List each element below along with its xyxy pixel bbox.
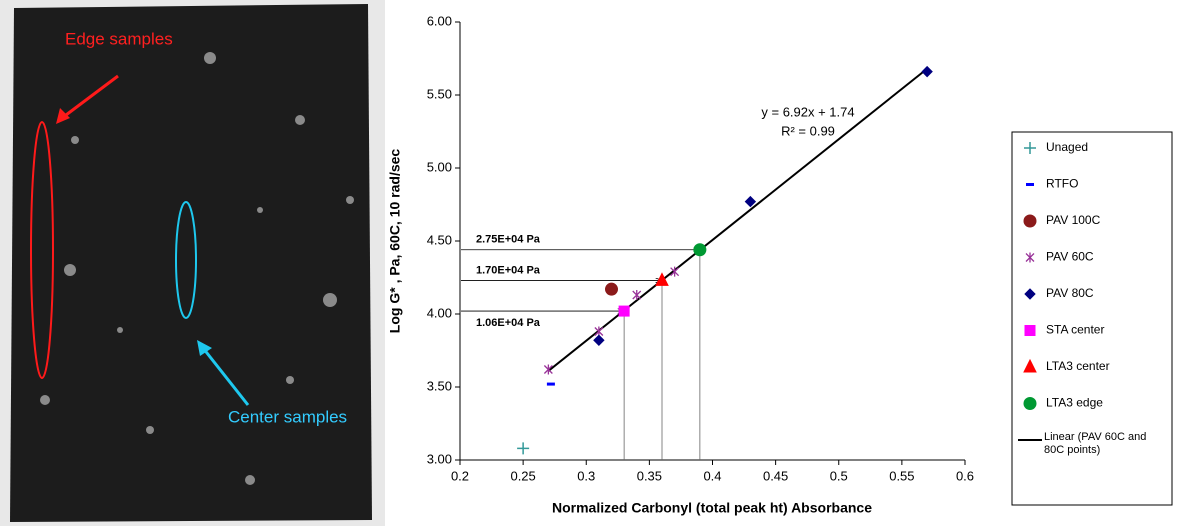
star xyxy=(670,266,680,277)
point xyxy=(543,364,553,375)
asphalt-block xyxy=(10,4,372,522)
star xyxy=(543,364,553,375)
legend-label: Unaged xyxy=(1046,140,1088,154)
y-tick-label: 3.50 xyxy=(427,378,452,393)
legend-box xyxy=(1011,131,1173,506)
legend-label: STA center xyxy=(1046,323,1104,337)
circle xyxy=(1023,214,1037,228)
legend-entry: PAV 80C xyxy=(1024,286,1094,300)
circle xyxy=(693,243,707,257)
legend-label: RTFO xyxy=(1046,177,1078,191)
x-tick-label: 0.6 xyxy=(956,468,974,483)
star xyxy=(632,290,642,301)
point xyxy=(1026,183,1034,186)
center-arrowhead xyxy=(197,340,212,356)
point xyxy=(1024,288,1036,300)
legend-label: PAV 100C xyxy=(1046,213,1101,227)
point xyxy=(1023,397,1037,410)
y-tick-label: 6.00 xyxy=(427,13,452,28)
triangle xyxy=(1023,358,1037,373)
y-tick-label: 5.00 xyxy=(427,159,452,174)
point xyxy=(1023,214,1037,228)
edge-arrowhead xyxy=(56,108,70,124)
x-tick-label: 0.4 xyxy=(703,468,721,483)
legend-label-box: Linear (PAV 60C and 80C points) xyxy=(1044,431,1147,456)
x-tick-label: 0.2 xyxy=(451,468,469,483)
point xyxy=(1024,325,1036,336)
diamond xyxy=(744,195,757,208)
legend-entry: STA center xyxy=(1024,323,1104,337)
point xyxy=(670,266,680,277)
photo: Edge samples Center samples xyxy=(0,0,385,526)
reference-label: 2.75E+04 Pa xyxy=(476,234,541,246)
equation: y = 6.92x + 1.74 xyxy=(761,104,854,119)
square xyxy=(1024,325,1036,336)
legend-label: PAV 60C xyxy=(1046,250,1094,264)
edge-ellipse xyxy=(30,121,54,379)
edge-label: Edge samples xyxy=(65,29,173,48)
point xyxy=(921,65,933,78)
dash xyxy=(546,382,555,386)
r-squared: R² = 0.99 xyxy=(781,123,835,138)
x-tick-label: 0.45 xyxy=(763,468,788,483)
y-tick-label: 4.00 xyxy=(427,305,452,320)
point xyxy=(632,290,642,301)
legend-label: Linear (PAV 60C and 80C points) xyxy=(1044,431,1147,456)
point xyxy=(1024,142,1036,154)
diamond xyxy=(921,65,933,78)
center-arrow xyxy=(201,347,250,406)
legend-entry: LTA3 edge xyxy=(1023,396,1103,410)
point xyxy=(744,195,757,208)
y-tick-label: 5.50 xyxy=(427,86,452,101)
edge-arrow xyxy=(61,74,119,120)
reference-label: 1.70E+04 Pa xyxy=(476,264,541,276)
point xyxy=(655,272,669,286)
legend-label: PAV 80C xyxy=(1046,286,1094,300)
y-tick-label: 4.50 xyxy=(427,232,452,247)
diamond xyxy=(1024,288,1036,300)
point xyxy=(517,442,530,455)
legend-entry: PAV 60C xyxy=(1025,250,1094,264)
x-tick-label: 0.35 xyxy=(637,468,662,483)
legend-entry: RTFO xyxy=(1026,177,1078,191)
x-tick-label: 0.3 xyxy=(577,468,595,483)
x-tick-label: 0.25 xyxy=(510,468,535,483)
y-axis-label: Log G* , Pa, 60C, 10 rad/sec xyxy=(387,149,403,334)
point xyxy=(605,282,618,296)
legend-entry: LTA3 center xyxy=(1023,358,1110,373)
aggregate-specks xyxy=(40,52,354,485)
point xyxy=(1023,358,1037,373)
y-tick-label: 3.00 xyxy=(427,451,452,466)
legend-entry: PAV 100C xyxy=(1023,213,1101,228)
triangle xyxy=(655,272,669,286)
center-label: Center samples xyxy=(228,407,347,426)
point xyxy=(618,305,630,317)
x-tick-label: 0.5 xyxy=(830,468,848,483)
point xyxy=(593,334,605,346)
diamond xyxy=(593,334,605,346)
circle xyxy=(1023,397,1037,410)
center-ellipse xyxy=(175,201,197,319)
point xyxy=(546,382,555,386)
plus xyxy=(517,442,530,455)
legend-label: LTA3 center xyxy=(1046,359,1110,373)
legend-entry: Unaged xyxy=(1024,140,1088,154)
reference-label: 1.06E+04 Pa xyxy=(476,317,541,329)
x-tick-label: 0.55 xyxy=(889,468,914,483)
trend-line xyxy=(547,67,928,372)
point xyxy=(693,243,707,257)
square xyxy=(618,305,630,317)
circle xyxy=(605,282,618,296)
dash xyxy=(1026,183,1034,186)
legend-label: LTA3 edge xyxy=(1046,396,1103,410)
x-axis-label: Normalized Carbonyl (total peak ht) Abso… xyxy=(552,500,872,516)
point xyxy=(1025,252,1035,263)
plus xyxy=(1024,142,1036,154)
legend-entry: Linear (PAV 60C and 80C points) xyxy=(1018,431,1147,456)
star xyxy=(1025,252,1035,263)
